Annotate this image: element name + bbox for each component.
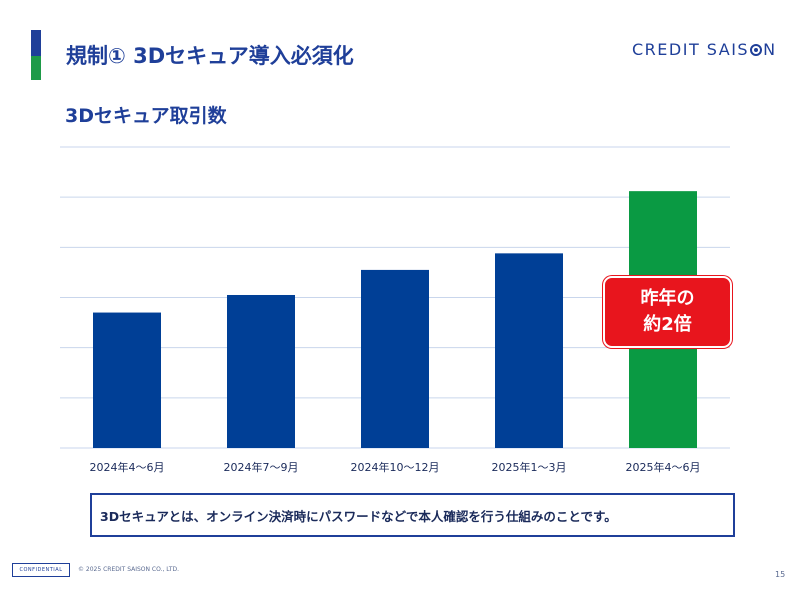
bar-1: [93, 312, 161, 448]
title-accent-blue: [31, 30, 41, 56]
bar-2: [227, 294, 295, 448]
callout-line1: 昨年の: [640, 288, 695, 309]
chart-title: 3Dセキュア取引数: [65, 105, 227, 127]
x-tick-label-5: 2025年4～6月: [626, 460, 701, 474]
title-accent-green: [31, 56, 41, 80]
definition-note: 3Dセキュアとは、オンライン決済時にパスワードなどで本人確認を行う仕組みのことで…: [90, 493, 735, 537]
definition-note-text: 3Dセキュアとは、オンライン決済時にパスワードなどで本人確認を行う仕組みのことで…: [100, 508, 617, 524]
copyright-text: © 2025 CREDIT SAISON CO., LTD.: [78, 566, 180, 573]
bar-3: [361, 269, 429, 448]
x-tick-label-2: 2024年7～9月: [224, 460, 299, 474]
credit-saison-logo: CREDIT SAIS N: [632, 40, 777, 59]
x-tick-label-3: 2024年10～12月: [351, 460, 440, 474]
bar-4: [495, 253, 563, 448]
callout-line2: 約2倍: [643, 314, 692, 335]
page-number: 15: [775, 570, 786, 579]
x-tick-label-1: 2024年4～6月: [90, 460, 165, 474]
slide-title: 規制① 3Dセキュア導入必須化: [66, 44, 354, 68]
callout-badge: 昨年の 約2倍: [603, 276, 732, 348]
x-tick-label-4: 2025年1～3月: [492, 460, 567, 474]
confidential-badge: CONFIDENTIAL: [12, 563, 70, 577]
